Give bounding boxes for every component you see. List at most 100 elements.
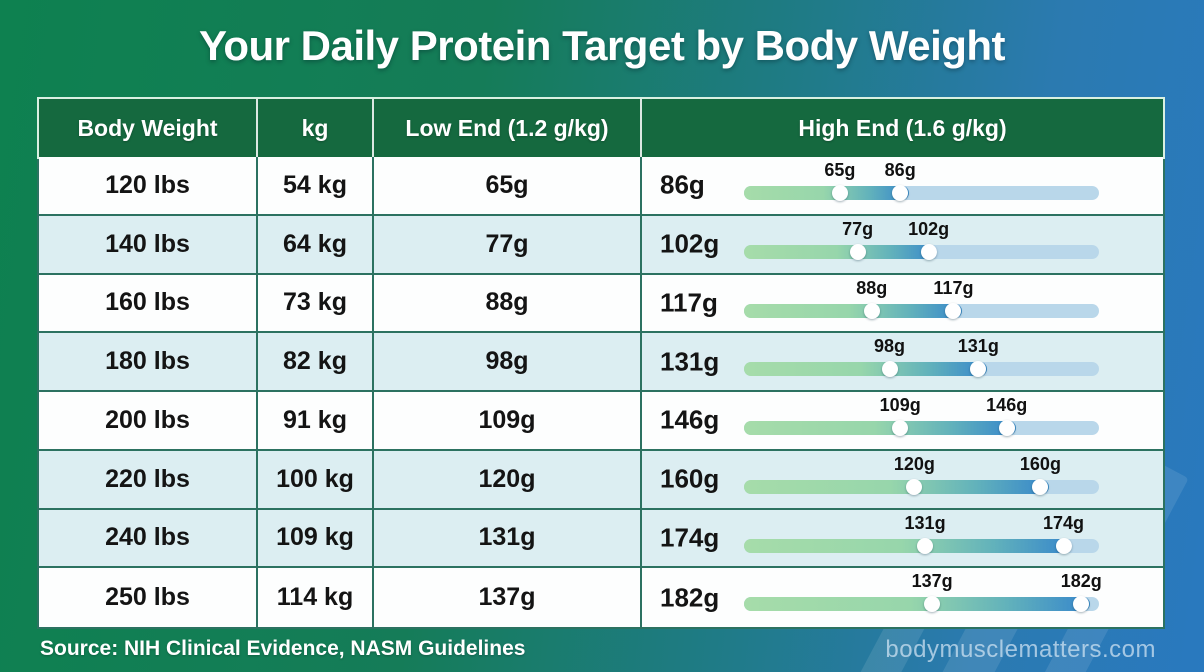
protein-range-bar: 120g 160g [744,451,1099,508]
protein-range-bar: 88g 117g [744,275,1099,332]
protein-range-bar: 65g 86g [744,157,1099,214]
bar-fill [744,362,988,377]
table-row: 200 lbs 91 kg 109g 146g 109g 146g [39,392,1163,451]
table-body: 120 lbs 54 kg 65g 86g 65g 86g 140 lbs 64… [39,157,1163,627]
high-end-dot-label: 86g [884,160,916,180]
cell-kg: 64 kg [258,215,374,273]
low-end-dot [863,302,880,319]
cell-low-end: 98g [374,333,642,390]
header-kg: kg [258,99,374,157]
cell-body-weight: 180 lbs [39,333,258,390]
low-end-dot-label: 77g [842,218,874,239]
low-end-dot-label: 98g [874,336,906,357]
cell-body-weight: 120 lbs [39,157,258,214]
high-end-dot [1073,596,1090,613]
header-low-end: Low End (1.2 g/kg) [374,99,642,157]
low-end-dot-label: 88g [856,277,888,298]
cell-kg: 109 kg [258,509,374,567]
low-end-dot-label: 131g [904,512,946,533]
cell-body-weight: 250 lbs [39,568,258,627]
cell-high-end: 146g 109g 146g [642,392,1163,449]
protein-range-bar: 109g 146g [744,392,1099,449]
high-end-value: 160g [660,463,720,494]
low-end-dot [849,243,866,260]
source-text: Source: NIH Clinical Evidence, NASM Guid… [40,637,526,660]
header-body-weight: Body Weight [39,99,258,157]
bar-fill [744,244,938,259]
high-end-dot-label: 160g [1019,453,1061,474]
high-end-dot [945,302,962,319]
table-row: 180 lbs 82 kg 98g 131g 98g 131g [39,333,1163,392]
protein-range-bar: 131g 174g [744,510,1099,567]
cell-low-end: 88g [374,274,642,332]
cell-kg: 100 kg [258,450,374,508]
high-end-dot [970,361,987,378]
high-end-value: 86g [660,169,705,200]
cell-body-weight: 140 lbs [39,215,258,273]
high-end-dot-label: 174g [1042,512,1085,533]
high-end-dot [920,243,937,260]
cell-kg: 54 kg [258,157,374,214]
bar-fill [744,479,1050,494]
high-end-dot-label: 117g [933,277,974,298]
high-end-value: 131g [660,346,720,377]
table-header-row: Body Weight kg Low End (1.2 g/kg) High E… [37,97,1165,159]
cell-body-weight: 240 lbs [39,509,258,567]
cell-low-end: 137g [374,568,642,627]
high-end-dot [892,185,909,201]
cell-kg: 73 kg [258,274,374,332]
high-end-dot [998,420,1015,436]
cell-low-end: 109g [374,392,642,449]
cell-low-end: 131g [374,509,642,567]
low-end-dot [917,537,934,554]
bar-fill [744,303,963,318]
cell-body-weight: 160 lbs [39,274,258,332]
high-end-dot [1032,478,1049,495]
watermark-text: bodymusclematters.com [885,636,1156,663]
bar-fill [744,538,1073,553]
table-row: 250 lbs 114 kg 137g 182g 137g 182g [39,568,1163,627]
cell-high-end: 160g 120g 160g [642,451,1163,508]
low-end-dot-label: 65g [824,160,856,180]
high-end-dot-label: 182g [1060,571,1102,592]
protein-range-bar: 98g 131g [744,333,1099,390]
table-row: 120 lbs 54 kg 65g 86g 65g 86g [39,157,1163,216]
cell-high-end: 102g 77g 102g [642,216,1163,273]
low-end-dot [924,596,941,613]
high-end-dot [1055,537,1072,554]
bar-fill [744,186,910,200]
cell-kg: 91 kg [258,392,374,449]
cell-high-end: 174g 131g 174g [642,510,1163,567]
low-end-dot-label: 120g [893,453,935,474]
low-end-dot [892,420,909,436]
bar-fill [744,421,1016,435]
cell-low-end: 77g [374,215,642,273]
high-end-value: 146g [660,404,720,435]
high-end-value: 182g [660,582,720,613]
low-end-dot [831,185,848,201]
page-title: Your Daily Protein Target by Body Weight [198,22,1006,69]
cell-high-end: 131g 98g 131g [642,333,1163,390]
cell-low-end: 65g [374,157,642,214]
bar-fill [744,597,1091,612]
table-row: 160 lbs 73 kg 88g 117g 88g 117g [39,274,1163,334]
high-end-dot-label: 131g [957,336,999,357]
high-end-value: 117g [660,287,718,318]
low-end-dot [906,478,923,495]
header-high-end: High End (1.6 g/kg) [798,114,1007,141]
table-row: 140 lbs 64 kg 77g 102g 77g 102g [39,215,1163,275]
high-end-value: 102g [660,228,720,259]
cell-kg: 114 kg [258,568,374,627]
high-end-value: 174g [660,522,720,553]
protein-table: Body Weight kg Low End (1.2 g/kg) High E… [37,97,1165,629]
protein-range-bar: 137g 182g [744,568,1102,627]
table-row: 240 lbs 109 kg 131g 174g 131g 174g [39,509,1163,569]
low-end-dot-label: 109g [879,395,921,415]
low-end-dot [881,361,898,378]
protein-range-bar: 77g 102g [744,216,1099,273]
cell-high-end: 86g 65g 86g [642,157,1163,214]
cell-body-weight: 220 lbs [39,450,258,508]
cell-high-end: 117g 88g 117g [642,275,1163,332]
high-end-dot-label: 102g [908,218,950,239]
